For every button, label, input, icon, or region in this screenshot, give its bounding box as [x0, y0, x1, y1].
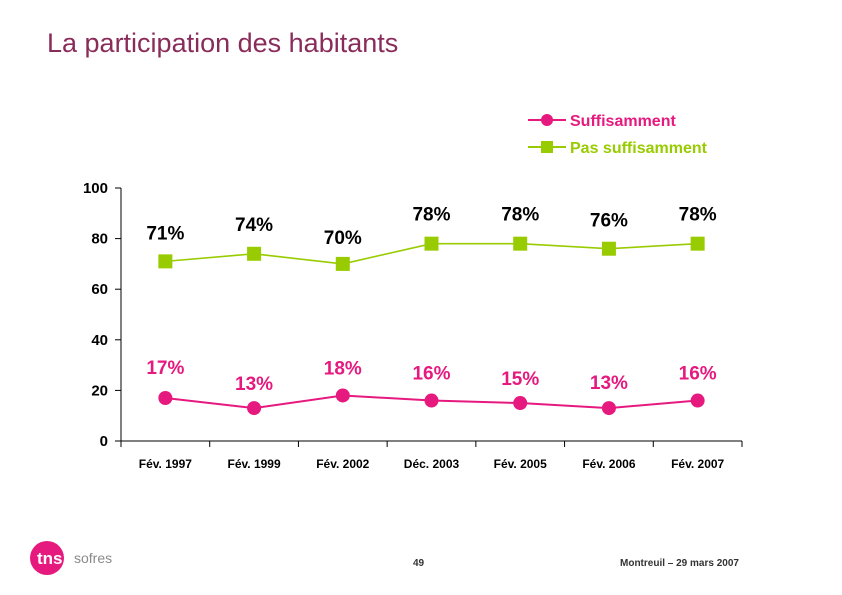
logo-graphic: tns sofres [30, 541, 112, 575]
data-point-suffisamment [424, 393, 439, 408]
data-point-pas-suffisamment [690, 236, 705, 251]
data-point-suffisamment [513, 396, 528, 411]
page-title: La participation des habitants [47, 28, 399, 58]
data-point-pas-suffisamment [247, 246, 262, 261]
data-point-pas-suffisamment [424, 236, 439, 251]
data-label-pas-suffisamment: 78% [501, 205, 539, 226]
data-point-pas-suffisamment [601, 241, 616, 256]
legend-marker-pas-suffisamment [541, 141, 553, 153]
tns-sofres-logo: tns sofres [30, 538, 130, 583]
data-label-suffisamment: 15% [501, 369, 539, 390]
data-label-pas-suffisamment: 70% [324, 228, 362, 249]
legend-label: Pas suffisamment [570, 140, 708, 157]
legend-marker-suffisamment [541, 114, 553, 126]
data-label-pas-suffisamment: 78% [679, 205, 717, 226]
logo-sub-text: sofres [74, 550, 112, 566]
data-point-suffisamment [690, 393, 705, 408]
data-label-pas-suffisamment: 71% [146, 223, 184, 244]
y-tick-label: 60 [91, 281, 108, 298]
data-label-pas-suffisamment: 76% [590, 211, 628, 232]
data-label-suffisamment: 13% [590, 373, 628, 394]
x-tick-label: Déc. 2003 [404, 457, 460, 471]
x-tick-label: Fév. 2006 [582, 457, 635, 471]
page-number: 49 [413, 558, 425, 569]
data-point-pas-suffisamment [335, 256, 350, 271]
logo-main-text: tns [37, 549, 63, 568]
logo-circle [30, 541, 64, 575]
x-tick-label: Fév. 1997 [139, 457, 192, 471]
y-tick-label: 80 [91, 231, 108, 248]
data-label-pas-suffisamment: 74% [235, 215, 273, 236]
data-point-pas-suffisamment [158, 254, 173, 269]
x-tick-label: Fév. 2007 [671, 457, 724, 471]
y-tick-label: 0 [100, 433, 108, 450]
x-tick-label: Fév. 1999 [227, 457, 280, 471]
legend-label: Suffisamment [570, 113, 676, 130]
y-tick-label: 20 [91, 382, 108, 399]
y-tick-label: 40 [91, 332, 108, 349]
data-point-suffisamment [158, 390, 173, 405]
data-label-pas-suffisamment: 78% [412, 205, 450, 226]
x-tick-label: Fév. 2002 [316, 457, 369, 471]
data-point-suffisamment [335, 388, 350, 403]
place-date: Montreuil – 29 mars 2007 [620, 558, 739, 569]
data-label-suffisamment: 17% [146, 358, 184, 379]
data-point-suffisamment [601, 401, 616, 416]
data-point-suffisamment [247, 401, 262, 416]
y-tick-label: 100 [83, 180, 108, 197]
data-point-pas-suffisamment [513, 236, 528, 251]
data-label-suffisamment: 18% [324, 358, 362, 379]
data-label-suffisamment: 16% [679, 364, 717, 385]
data-label-suffisamment: 13% [235, 374, 273, 395]
x-tick-label: Fév. 2005 [494, 457, 547, 471]
data-label-suffisamment: 16% [412, 364, 450, 385]
